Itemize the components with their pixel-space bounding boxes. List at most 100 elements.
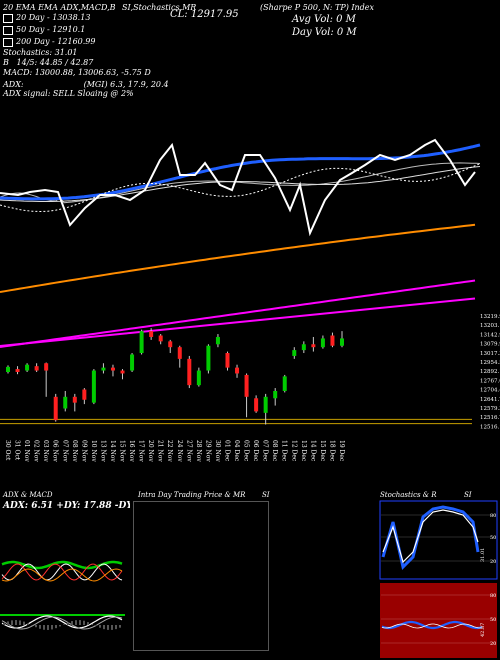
rsi-line [381, 620, 483, 630]
date-label: 06 Dec [252, 440, 259, 462]
date-label: 09 Nov [80, 440, 87, 462]
day-volume: Day Vol: 0 M [292, 27, 357, 38]
candle-body [254, 398, 259, 412]
candle-body [168, 341, 173, 348]
rsi-tick: 80 [490, 593, 496, 599]
price-tick-label: 12892.16 [480, 369, 500, 375]
intraday-title: Intra Day Trading Price & MR [138, 491, 246, 499]
price-tick-label: 13203.16 [480, 323, 500, 329]
candle-body [311, 344, 316, 348]
price-tick-label: 13219.92 [480, 314, 500, 320]
intraday-plot-box [133, 501, 269, 651]
date-label: 07 Nov [61, 440, 68, 462]
candle-body [215, 336, 220, 345]
candle-body [282, 376, 287, 391]
adx-panel-values: ADX: 6.51 +DY: 17.88 -DY: 20.37 [3, 501, 167, 511]
header-line-1: 20 EMA EMA ADX,MACD,B [3, 3, 116, 12]
date-label: 01 Dec [223, 440, 230, 462]
macd-signal-line [1, 616, 123, 630]
date-label: 30 Nov [214, 440, 221, 462]
price-tick-label: 13142.91 [480, 332, 500, 338]
stoch-reading: Stochastics: 31.01 [3, 48, 78, 57]
stoch-rsi-plot: 80 50 20 31.01 80 50 20 42.87 [379, 500, 498, 658]
candle-body [196, 370, 201, 386]
candle-body [53, 396, 58, 421]
stoch-rsi-panel: Stochastics & R SI 80 50 20 31.01 80 50 20 42.8… [378, 491, 500, 660]
adx-line [1, 563, 123, 581]
avg-volume: Avg Vol: 0 M [292, 14, 356, 25]
date-label: 01 Nov [23, 440, 30, 462]
ema200-line [0, 223, 476, 293]
header-line-1b: SI,Stochastics,MR [122, 3, 197, 12]
candle-body [158, 335, 163, 342]
candle-body [244, 374, 249, 397]
date-label: 22 Nov [166, 440, 173, 462]
candle-body [25, 364, 30, 371]
price-tick-label: 12641.79 [480, 397, 500, 403]
candle-body [292, 350, 297, 356]
rsi-tick: 20 [490, 641, 496, 647]
date-label: 29 Nov [204, 440, 211, 462]
signal-dotted-line [0, 163, 481, 213]
candle-body [34, 366, 39, 371]
adx-panel-title: ADX & MACD [3, 491, 53, 499]
ema20-swatch [3, 13, 13, 23]
adx-reading: ADX: (MGI) 6.3, 17.9, 20.4 [3, 80, 169, 89]
adx-signal: ADX signal: SELL Sloaing @ 2% [3, 89, 134, 98]
ema20-line [0, 143, 481, 201]
candle-body [130, 354, 135, 371]
intraday-panel: Intra Day Trading Price & MR SI [130, 491, 370, 660]
price-tick-label: 13017.31 [480, 351, 500, 357]
stoch-title: Stochastics & R [380, 491, 437, 499]
macd-line [1, 615, 123, 629]
candle-body [206, 345, 211, 371]
candle-body [72, 396, 77, 403]
stoch-d-line [382, 509, 479, 564]
candle-body [320, 338, 325, 348]
ema50-swatch [3, 25, 13, 35]
price-tick-label: 12954.55 [480, 360, 500, 366]
date-label: 04 Dec [233, 440, 240, 462]
candle-body [6, 366, 10, 372]
date-label: 05 Dec [243, 440, 250, 462]
date-label: 30 Oct [4, 440, 11, 461]
ema50-line-b [0, 166, 481, 202]
price-tick-label: 13079.91 [480, 342, 500, 348]
date-label: 06 Nov [52, 440, 59, 462]
ema20-legend: 20 Day - 13038.13 [3, 13, 90, 23]
bb-upper-candle-line [0, 297, 476, 347]
candle-body [101, 367, 106, 371]
candle-body [149, 331, 154, 337]
price-tick-label: 12767.05 [480, 378, 500, 384]
date-label: 28 Nov [195, 440, 202, 462]
adx-line [1, 568, 123, 582]
date-label: 13 Dec [300, 440, 307, 462]
bb-reading: B 14/5: 44.85 / 42.87 [3, 58, 94, 67]
ema200-swatch [3, 37, 13, 47]
date-label: 14 Nov [109, 440, 116, 462]
price-tick-label: 12516.1 [480, 424, 500, 430]
candle-body [273, 390, 278, 399]
bb-upper-line [0, 279, 476, 348]
date-label: 15 Dec [319, 440, 326, 462]
index-name: (Sharpe P 500, N: TP) Index [260, 3, 375, 12]
price-tick-label: 12579.3 [480, 406, 500, 412]
stoch-tick: 20 [490, 559, 496, 565]
date-label: 18 Dec [328, 440, 335, 462]
candle-body [120, 370, 125, 374]
ema200-legend: 200 Day - 12160.99 [3, 37, 95, 47]
intraday-si: SI [262, 491, 270, 499]
candle-body [225, 353, 230, 368]
candle-body [91, 370, 96, 403]
candle-body [235, 367, 240, 374]
adx-line [1, 563, 123, 581]
date-label: 15 Nov [119, 440, 126, 462]
date-label: 17 Nov [138, 440, 145, 462]
date-label: 19 Dec [338, 440, 345, 462]
candle-body [301, 344, 306, 351]
date-label: 08 Nov [71, 440, 78, 462]
adx-macd-panel: ADX & MACD ADX: 6.51 +DY: 17.88 -DY: 20.… [0, 491, 166, 660]
date-label: 08 Dec [271, 440, 278, 462]
candle-body [177, 347, 182, 359]
candle-body [263, 396, 268, 413]
